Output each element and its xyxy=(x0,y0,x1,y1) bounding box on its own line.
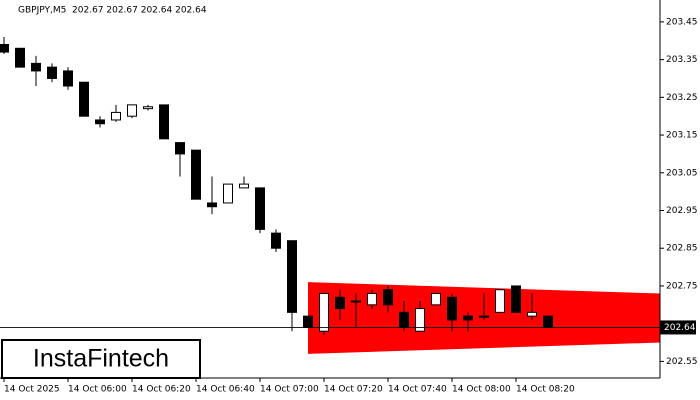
y-tick-label: 202.55 xyxy=(666,357,698,367)
candle-body xyxy=(399,311,409,328)
chart-title: GBPJPY,M5 202.67 202.67 202.64 202.64 xyxy=(18,6,207,16)
y-tick-label: 202.75 xyxy=(666,281,698,291)
candle-body xyxy=(255,187,265,230)
x-tick-label: 14 Oct 06:40 xyxy=(196,385,255,395)
candle-body xyxy=(175,142,185,155)
candle-body xyxy=(159,104,169,140)
x-tick-label: 14 Oct 08:20 xyxy=(516,385,575,395)
y-tick-label: 203.25 xyxy=(666,93,698,103)
candle-body xyxy=(287,240,297,313)
current-price-box xyxy=(660,320,696,335)
candle-body xyxy=(207,202,217,208)
y-tick-label: 203.35 xyxy=(666,55,698,65)
candle-body xyxy=(303,315,313,328)
candle-body xyxy=(463,315,473,321)
candle-body xyxy=(143,106,153,110)
candle-body xyxy=(335,296,345,310)
candle-body xyxy=(47,66,57,79)
candle-body xyxy=(319,292,329,332)
candle-body xyxy=(367,292,377,306)
candle-body xyxy=(111,111,121,121)
candle-body xyxy=(511,285,521,313)
candle-body xyxy=(495,289,505,313)
candle-body xyxy=(191,149,201,200)
candle-body xyxy=(479,315,489,318)
y-tick-label: 203.05 xyxy=(666,168,698,178)
x-tick-label: 14 Oct 2025 xyxy=(4,385,60,395)
x-tick-label: 14 Oct 07:20 xyxy=(324,385,383,395)
y-tick-label: 203.15 xyxy=(666,131,698,141)
candle-body xyxy=(431,292,441,306)
y-tick-label: 202.95 xyxy=(666,206,698,216)
candle-body xyxy=(543,315,553,328)
candle-body xyxy=(0,44,9,53)
x-tick-label: 14 Oct 06:20 xyxy=(132,385,191,395)
candle-body xyxy=(415,308,425,332)
candle-body xyxy=(447,296,457,321)
x-tick-label: 14 Oct 07:00 xyxy=(260,385,319,395)
logo: InstaFintech xyxy=(33,345,169,373)
x-tick-label: 14 Oct 07:40 xyxy=(388,385,447,395)
candle-body xyxy=(527,311,537,317)
x-tick-label: 14 Oct 08:00 xyxy=(452,385,511,395)
candle-body xyxy=(239,183,249,189)
logo-box xyxy=(1,339,201,379)
candle-body xyxy=(127,104,137,117)
candle-body xyxy=(223,183,233,204)
candle-body xyxy=(63,70,73,87)
current-price-label: 202.64 xyxy=(664,323,696,333)
candle-body xyxy=(383,289,393,306)
candle-body xyxy=(95,119,105,125)
candle-body xyxy=(271,232,281,249)
y-tick-label: 203.45 xyxy=(666,17,698,27)
candle-body xyxy=(15,47,25,68)
candle-body xyxy=(79,81,89,117)
x-tick-label: 14 Oct 06:00 xyxy=(68,385,127,395)
y-tick-label: 202.85 xyxy=(666,244,698,254)
candle-body xyxy=(351,300,361,303)
candle-body xyxy=(31,62,41,72)
plot-area xyxy=(0,36,660,354)
